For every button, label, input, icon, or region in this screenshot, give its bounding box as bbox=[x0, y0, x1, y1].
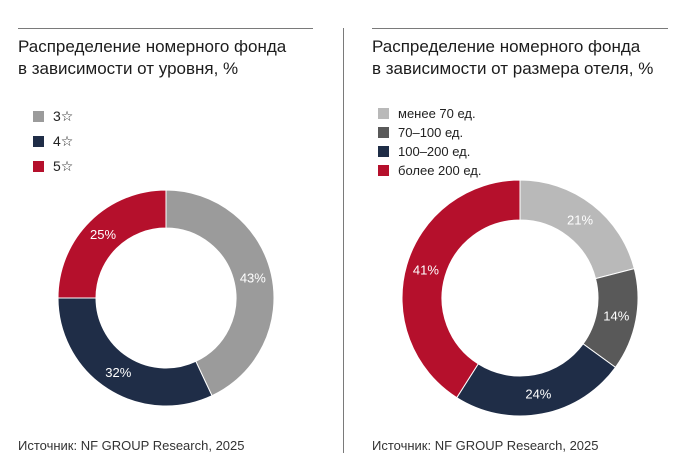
chart-legend: менее 70 ед. 70–100 ед. 100–200 ед. боле… bbox=[378, 104, 482, 180]
chart-title-line-2: в зависимости от размера отеля, % bbox=[372, 59, 654, 78]
source-note: Источник: NF GROUP Research, 2025 bbox=[372, 438, 599, 453]
legend-swatch bbox=[33, 111, 44, 122]
chart-title-line-1: Распределение номерного фонда bbox=[18, 37, 287, 56]
legend-label: менее 70 ед. bbox=[398, 106, 476, 121]
donut-slice bbox=[519, 179, 635, 280]
chart-title-line-2: в зависимости от уровня, % bbox=[18, 59, 239, 78]
legend-label: 4☆ bbox=[53, 133, 74, 149]
legend-swatch bbox=[33, 161, 44, 172]
legend-item-over-200: более 200 ед. bbox=[378, 161, 482, 180]
legend-item-100-200: 100–200 ед. bbox=[378, 142, 482, 161]
donut-slice bbox=[165, 189, 275, 397]
slice-value-label: 14% bbox=[603, 308, 629, 323]
legend-swatch bbox=[33, 136, 44, 147]
legend-item-5-star: 5☆ bbox=[33, 154, 73, 179]
donut-chart-size: 21% 14% 24% 41% bbox=[401, 179, 639, 417]
chart-title-line-1: Распределение номерного фонда bbox=[372, 37, 641, 56]
legend-swatch bbox=[378, 146, 389, 157]
legend-item-4-star: 4☆ bbox=[33, 129, 73, 154]
source-note: Источник: NF GROUP Research, 2025 bbox=[18, 438, 245, 453]
slice-value-label: 21% bbox=[567, 213, 593, 228]
legend-label: 5☆ bbox=[53, 158, 74, 174]
donut-slice bbox=[57, 297, 213, 407]
slice-value-label: 25% bbox=[90, 227, 116, 242]
slice-value-label: 24% bbox=[525, 386, 551, 401]
chart-legend: 3☆ 4☆ 5☆ bbox=[33, 104, 73, 179]
slice-value-label: 41% bbox=[413, 263, 439, 278]
legend-swatch bbox=[378, 108, 389, 119]
title-rule bbox=[372, 28, 668, 29]
donut-slice bbox=[57, 189, 167, 299]
chart-panel-size: Распределение номерного фонда в зависимо… bbox=[350, 0, 700, 470]
legend-swatch bbox=[378, 165, 389, 176]
legend-label: 3☆ bbox=[53, 108, 74, 124]
legend-item-under-70: менее 70 ед. bbox=[378, 104, 482, 123]
legend-swatch bbox=[378, 127, 389, 138]
chart-title: Распределение номерного фонда в зависимо… bbox=[18, 36, 328, 80]
title-rule bbox=[18, 28, 313, 29]
donut-slice bbox=[456, 343, 617, 417]
legend-label: более 200 ед. bbox=[398, 163, 482, 178]
legend-item-3-star: 3☆ bbox=[33, 104, 73, 129]
donut-slice bbox=[401, 179, 521, 399]
chart-panel-level: Распределение номерного фонда в зависимо… bbox=[0, 0, 345, 470]
legend-item-70-100: 70–100 ед. bbox=[378, 123, 482, 142]
legend-label: 100–200 ед. bbox=[398, 144, 471, 159]
slice-value-label: 43% bbox=[240, 271, 266, 286]
donut-chart-level: 43% 32% 25% bbox=[57, 189, 275, 407]
panel-divider bbox=[343, 28, 344, 453]
legend-label: 70–100 ед. bbox=[398, 125, 464, 140]
chart-title: Распределение номерного фонда в зависимо… bbox=[372, 36, 692, 80]
slice-value-label: 32% bbox=[105, 365, 131, 380]
